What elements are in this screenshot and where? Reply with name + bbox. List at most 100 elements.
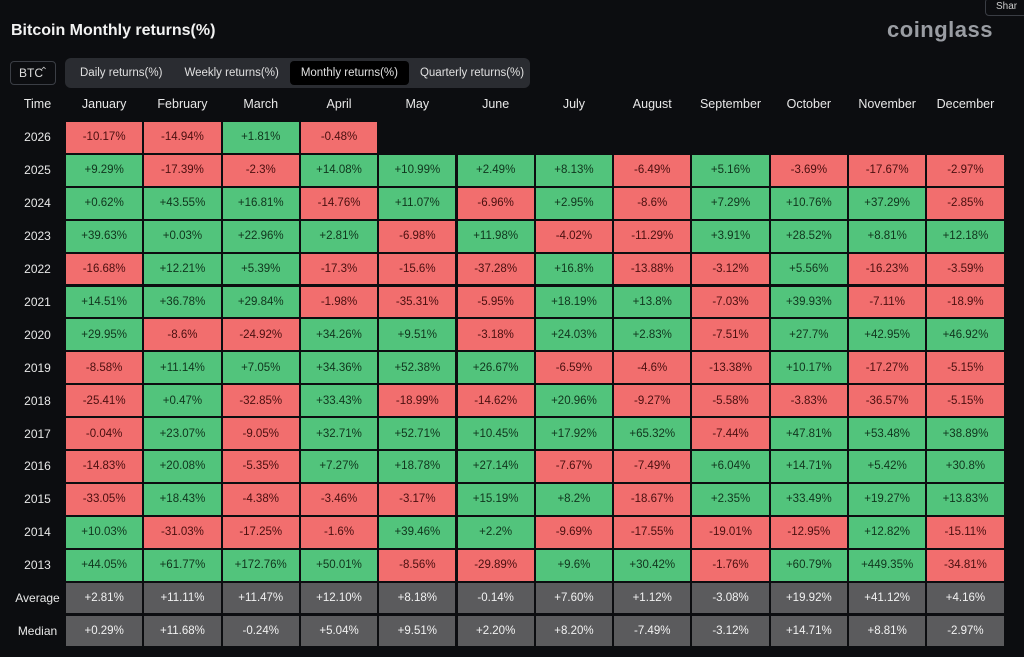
column-header: November xyxy=(858,96,916,111)
return-cell: -3.17% xyxy=(379,483,456,515)
row-label: 2016 xyxy=(24,459,51,474)
return-cell: +2.20% xyxy=(457,615,534,647)
column-header: April xyxy=(326,96,352,111)
return-cell: -1.76% xyxy=(692,549,769,581)
return-cell: +16.8% xyxy=(535,253,613,285)
return-cell: +30.8% xyxy=(927,451,1004,482)
return-cell: -33.05% xyxy=(66,483,143,515)
return-cell: -2.85% xyxy=(927,187,1004,219)
return-cell: -34.81% xyxy=(927,549,1004,581)
return-cell: +47.81% xyxy=(770,418,847,449)
return-cell: +27.7% xyxy=(770,319,847,351)
return-cell: +46.92% xyxy=(927,319,1004,351)
return-cell: +17.92% xyxy=(535,418,613,449)
return-cell: +12.21% xyxy=(144,253,221,285)
return-cell: +7.60% xyxy=(535,582,613,614)
return-cell: -18.67% xyxy=(614,483,691,515)
return-cell: -3.12% xyxy=(692,615,769,647)
return-cell: -14.62% xyxy=(457,385,534,417)
return-cell: -4.6% xyxy=(614,352,691,384)
return-cell: +18.19% xyxy=(535,286,613,318)
return-cell: +8.20% xyxy=(535,615,613,647)
return-cell: +3.91% xyxy=(692,220,769,252)
return-cell: -2.97% xyxy=(927,615,1004,647)
row-label: 2020 xyxy=(24,327,51,342)
return-cell: -6.59% xyxy=(535,352,613,384)
return-cell: -32.85% xyxy=(222,385,299,417)
return-cell: +13.83% xyxy=(927,483,1004,515)
return-cell: +39.63% xyxy=(66,220,143,252)
return-cell: -3.08% xyxy=(692,582,769,614)
return-cell: +65.32% xyxy=(614,418,691,449)
return-cell: +5.42% xyxy=(849,451,926,482)
return-cell: +8.13% xyxy=(535,154,613,186)
row-label: Median xyxy=(17,623,58,638)
return-cell: +11.07% xyxy=(379,187,456,219)
return-cell: -3.18% xyxy=(457,319,534,351)
return-cell: -3.69% xyxy=(770,154,847,186)
return-cell: +52.71% xyxy=(379,418,456,449)
return-cell: +2.95% xyxy=(535,187,613,219)
return-cell: +15.19% xyxy=(457,483,534,515)
return-cell: -10.17% xyxy=(66,122,143,153)
return-cell: +23.07% xyxy=(144,418,221,449)
return-cell: +14.71% xyxy=(770,615,847,647)
tab[interactable]: Daily returns(%) xyxy=(80,67,163,79)
return-cell: +19.27% xyxy=(849,483,926,515)
return-cell: -14.83% xyxy=(66,451,143,482)
return-cell: +5.04% xyxy=(300,615,378,647)
return-cell: +16.81% xyxy=(222,187,299,219)
column-header: Time xyxy=(23,96,52,111)
return-cell: +11.14% xyxy=(144,352,221,384)
coin-select[interactable]: BTC xyxy=(10,61,56,85)
return-cell: -25.41% xyxy=(66,385,143,417)
return-cell: +11.98% xyxy=(457,220,534,252)
tab[interactable]: Quarterly returns(%) xyxy=(419,67,525,79)
return-cell: +5.39% xyxy=(222,253,299,285)
return-cell: +7.05% xyxy=(222,352,299,384)
row-label: 2025 xyxy=(24,163,51,178)
row-label: 2022 xyxy=(24,262,51,277)
return-cell: -18.9% xyxy=(927,286,1004,318)
return-cell: -37.28% xyxy=(457,253,534,285)
return-cell: +34.26% xyxy=(300,319,378,351)
return-cell: +24.03% xyxy=(535,319,613,351)
share-button[interactable]: Shar xyxy=(985,0,1024,16)
column-header: May xyxy=(405,96,430,111)
return-cell: -6.49% xyxy=(614,154,691,186)
return-cell: +27.14% xyxy=(457,451,534,482)
return-cell: -15.11% xyxy=(927,516,1004,548)
return-cell: -3.83% xyxy=(770,385,847,417)
tab-active[interactable]: Monthly returns(%) xyxy=(289,61,409,85)
row-label: 2015 xyxy=(24,492,51,507)
return-cell: +5.16% xyxy=(692,154,769,186)
return-cell: -17.55% xyxy=(614,516,691,548)
return-cell: +9.6% xyxy=(535,549,613,581)
return-cell: +53.48% xyxy=(849,418,926,449)
return-cell: -0.24% xyxy=(222,615,299,647)
return-cell: +2.81% xyxy=(66,582,143,614)
return-cell: +14.08% xyxy=(300,154,378,186)
return-cell: +172.76% xyxy=(222,549,299,581)
return-cell: -9.27% xyxy=(614,385,691,417)
return-cell: -9.05% xyxy=(222,418,299,449)
return-cell: +11.68% xyxy=(144,615,221,647)
return-cell: +28.52% xyxy=(770,220,847,252)
return-cell: -7.49% xyxy=(614,615,691,647)
column-header: March xyxy=(243,96,279,111)
row-label: 2023 xyxy=(24,229,51,244)
return-cell: +1.12% xyxy=(614,582,691,614)
return-cell: -36.57% xyxy=(849,385,926,417)
row-label: Average xyxy=(15,591,60,606)
return-cell: +60.79% xyxy=(770,549,847,581)
column-header: June xyxy=(482,96,510,111)
return-cell: +13.8% xyxy=(614,286,691,318)
tab[interactable]: Weekly returns(%) xyxy=(184,67,279,79)
return-cell: +38.89% xyxy=(927,418,1004,449)
return-cell: +11.47% xyxy=(222,582,299,614)
row-label: 2019 xyxy=(24,360,51,375)
return-cell: +5.56% xyxy=(770,253,847,285)
return-cell: -8.6% xyxy=(144,319,221,351)
return-cell: +14.71% xyxy=(770,451,847,482)
